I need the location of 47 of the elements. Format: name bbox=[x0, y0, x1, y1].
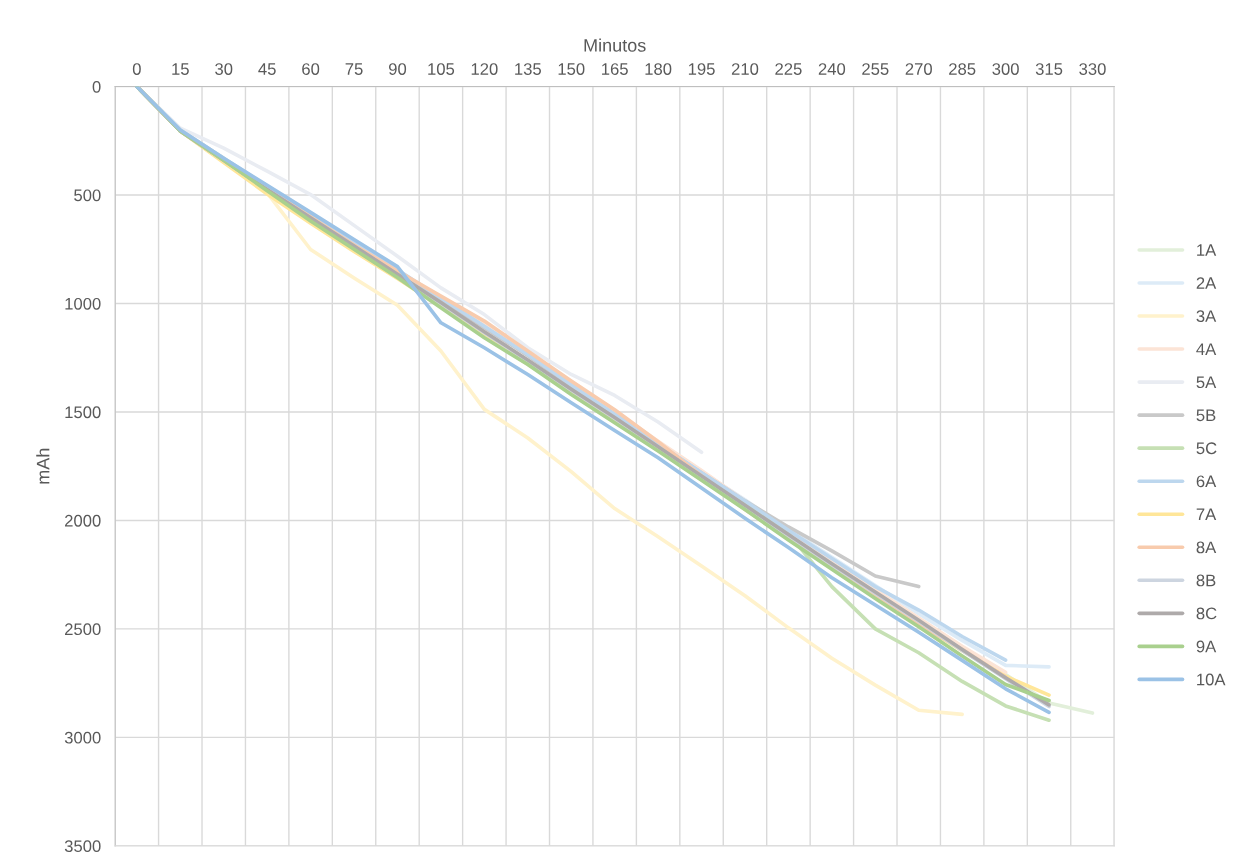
x-tick-label: 15 bbox=[172, 63, 189, 75]
y-tick-label: 500 bbox=[74, 189, 101, 202]
legend-label: 8B bbox=[1196, 574, 1216, 587]
legend-label: 10A bbox=[1197, 673, 1226, 686]
x-tick-label: 180 bbox=[645, 63, 672, 75]
y-tick-label: 3000 bbox=[64, 731, 101, 744]
x-tick-label: 30 bbox=[215, 63, 233, 75]
legend-label: 8A bbox=[1196, 541, 1217, 554]
x-tick-label: 105 bbox=[428, 63, 455, 75]
y-tick-label: 3500 bbox=[64, 840, 101, 853]
x-tick-label: 60 bbox=[302, 63, 320, 75]
y-tick-label: 2500 bbox=[65, 623, 101, 636]
legend-label: 4A bbox=[1196, 343, 1217, 355]
x-tick-label: 195 bbox=[688, 63, 715, 75]
legend-label: 5A bbox=[1196, 376, 1217, 389]
legend-label: 5C bbox=[1196, 442, 1217, 455]
y-axis-title: mAh bbox=[36, 448, 50, 484]
x-tick-label: 135 bbox=[515, 63, 541, 75]
x-tick-label: 0 bbox=[132, 63, 141, 75]
x-tick-label: 150 bbox=[558, 63, 585, 75]
y-tick-label: 0 bbox=[92, 80, 101, 93]
x-tick-label: 45 bbox=[258, 63, 276, 75]
x-tick-label: 255 bbox=[862, 63, 889, 75]
x-tick-label: 120 bbox=[471, 63, 498, 75]
x-axis-title: Minutos bbox=[584, 38, 646, 52]
legend-label: 5B bbox=[1196, 409, 1216, 422]
x-tick-label: 210 bbox=[731, 63, 759, 75]
legend-label: 7A bbox=[1196, 508, 1217, 521]
x-tick-label: 285 bbox=[949, 63, 976, 75]
x-tick-label: 300 bbox=[992, 63, 1019, 75]
legend-label: 8C bbox=[1196, 607, 1217, 620]
x-tick-label: 75 bbox=[345, 63, 363, 75]
y-tick-label: 2000 bbox=[65, 514, 101, 527]
y-tick-label: 1500 bbox=[65, 406, 101, 419]
legend-label: 3A bbox=[1196, 310, 1217, 323]
x-tick-label: 90 bbox=[388, 63, 407, 75]
legend-label: 2A bbox=[1196, 277, 1217, 289]
legend-label: 6A bbox=[1196, 475, 1217, 488]
x-tick-label: 315 bbox=[1035, 63, 1063, 75]
x-tick-label: 165 bbox=[602, 63, 628, 75]
y-tick-label: 1000 bbox=[65, 297, 101, 310]
legend-label: 9A bbox=[1196, 640, 1217, 653]
x-tick-label: 225 bbox=[775, 63, 802, 75]
x-tick-label: 240 bbox=[818, 63, 846, 75]
x-tick-label: 270 bbox=[905, 63, 932, 75]
legend-label: 1A bbox=[1197, 244, 1217, 256]
x-tick-label: 330 bbox=[1079, 63, 1106, 75]
